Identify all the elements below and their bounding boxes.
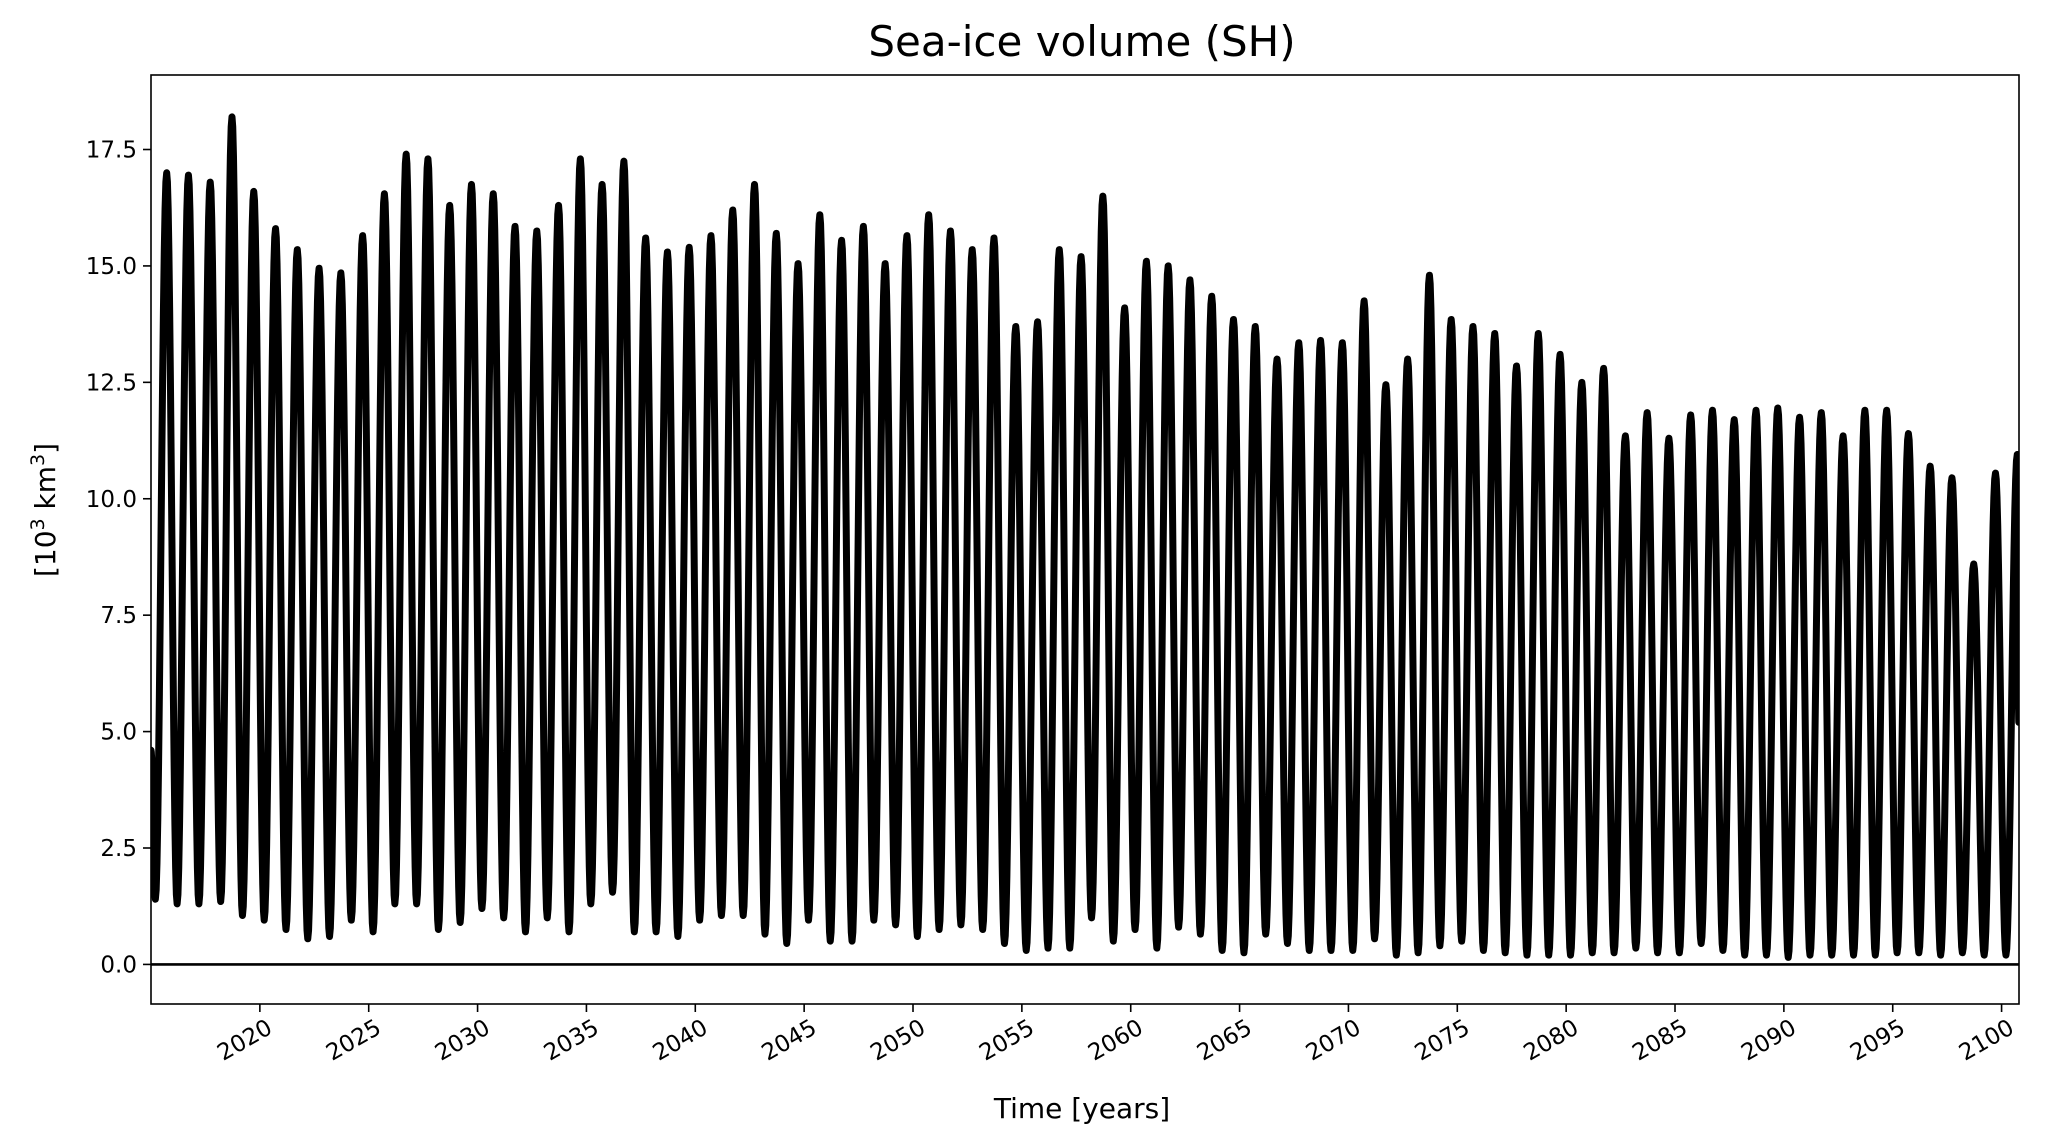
plot-frame xyxy=(150,74,2020,1005)
y-tick-label: 10.0 xyxy=(86,487,137,513)
y-tick-label: 5.0 xyxy=(100,720,137,746)
y-axis-label: [103 km3] xyxy=(27,443,62,577)
x-axis-label: Time [years] xyxy=(993,1092,1170,1125)
plot-area xyxy=(150,74,2020,1005)
y-tick-label: 7.5 xyxy=(100,603,137,629)
y-axis-label-sup: 3 xyxy=(27,518,49,530)
y-tick-label: 12.5 xyxy=(86,370,137,396)
y-tick-label: 0.0 xyxy=(100,952,137,978)
y-axis-label-close: ] xyxy=(29,443,62,454)
y-axis-label-main: [10 xyxy=(29,530,62,577)
sea-ice-volume-line xyxy=(151,113,2019,961)
y-axis: 0.0 2.5 5.0 7.5 10.0 12.5 15.0 17.5 xyxy=(86,138,151,978)
y-axis-label-unit: km xyxy=(29,466,62,518)
y-tick-label: 2.5 xyxy=(100,836,137,862)
y-tick-label: 15.0 xyxy=(86,254,137,280)
y-axis-label-unit-sup: 3 xyxy=(27,454,49,466)
chart-title: Sea-ice volume (SH) xyxy=(868,17,1295,66)
y-tick-label: 17.5 xyxy=(86,138,137,164)
